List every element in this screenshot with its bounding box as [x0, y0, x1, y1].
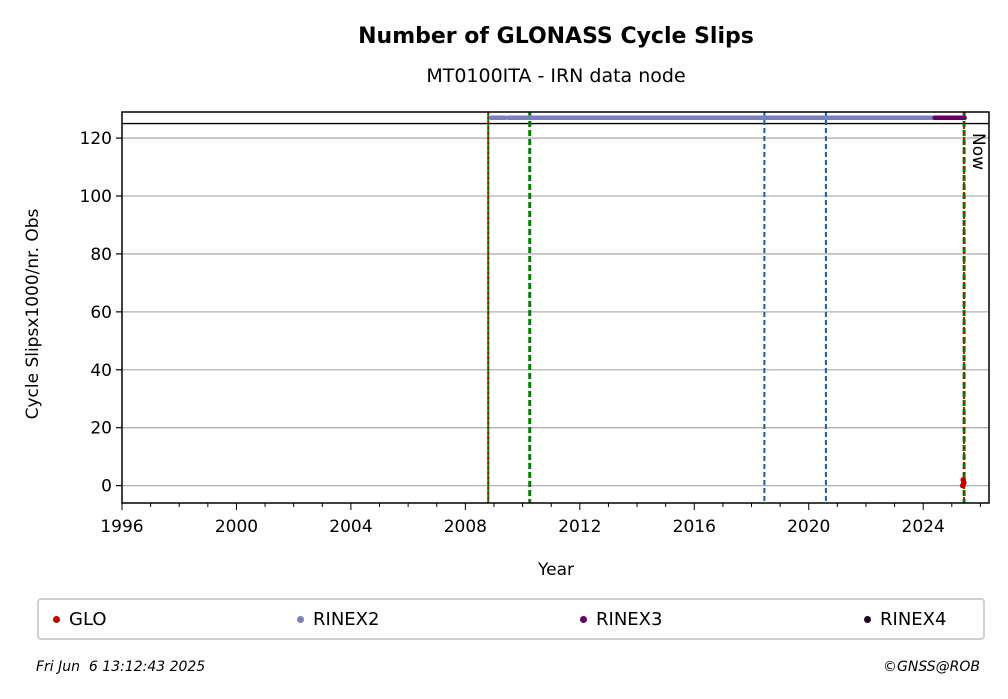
y-axis-label: Cycle Slipsx1000/nr. Obs: [23, 208, 43, 419]
legend-item-rinex4: RINEX4: [864, 600, 946, 638]
series-layer: [488, 115, 967, 489]
x-tick-label: 2024: [902, 517, 945, 537]
plot-frame: [121, 111, 990, 504]
legend-marker-glo: [53, 615, 60, 623]
x-tick-label: 2016: [673, 517, 716, 537]
legend-label-rinex4: RINEX4: [880, 608, 947, 630]
x-tick-label: 2012: [558, 517, 601, 537]
y-tick-label: 100: [80, 187, 112, 207]
x-tick-label: 2004: [329, 517, 372, 537]
x-tick-label: 2008: [444, 517, 487, 537]
y-tick-label: 40: [90, 361, 112, 381]
x-axis-label: Year: [537, 560, 574, 580]
now-annotation: Now: [968, 133, 988, 170]
legend-label-rinex3: RINEX3: [596, 608, 663, 630]
vertical-markers: [487, 112, 966, 503]
x-tick-label: 2000: [215, 517, 258, 537]
legend-item-glo: GLO: [53, 600, 107, 638]
legend: GLO RINEX2 RINEX3 RINEX4: [37, 598, 985, 640]
legend-marker-rinex3: [580, 615, 587, 623]
legend-item-rinex2: RINEX2: [297, 600, 379, 638]
footer-copyright: ©GNSS@ROB: [883, 659, 980, 675]
x-tick-label: 2020: [787, 517, 830, 537]
x-axis: 1996 2000 2004 2008 2012 2016 2020 2024: [100, 503, 981, 537]
data-point-glo: [961, 479, 967, 486]
x-tick-label: 1996: [100, 517, 143, 537]
legend-item-rinex3: RINEX3: [580, 600, 662, 638]
grid: [122, 122, 989, 487]
y-tick-label: 120: [80, 129, 112, 149]
legend-label-rinex2: RINEX2: [313, 608, 380, 630]
y-tick-label: 80: [90, 245, 112, 265]
chart-subtitle: MT0100ITA - IRN data node: [426, 65, 685, 87]
legend-label-glo: GLO: [69, 608, 107, 630]
y-tick-label: 60: [90, 303, 112, 323]
legend-marker-rinex4: [864, 615, 871, 623]
y-tick-label: 20: [90, 419, 112, 439]
y-axis: 0 20 40 60 80 100 120: [80, 129, 122, 497]
footer-timestamp: Fri Jun 6 13:12:43 2025: [36, 659, 206, 675]
y-tick-label: 0: [101, 477, 112, 497]
chart-title: Number of GLONASS Cycle Slips: [358, 24, 754, 49]
legend-marker-rinex2: [297, 615, 304, 623]
